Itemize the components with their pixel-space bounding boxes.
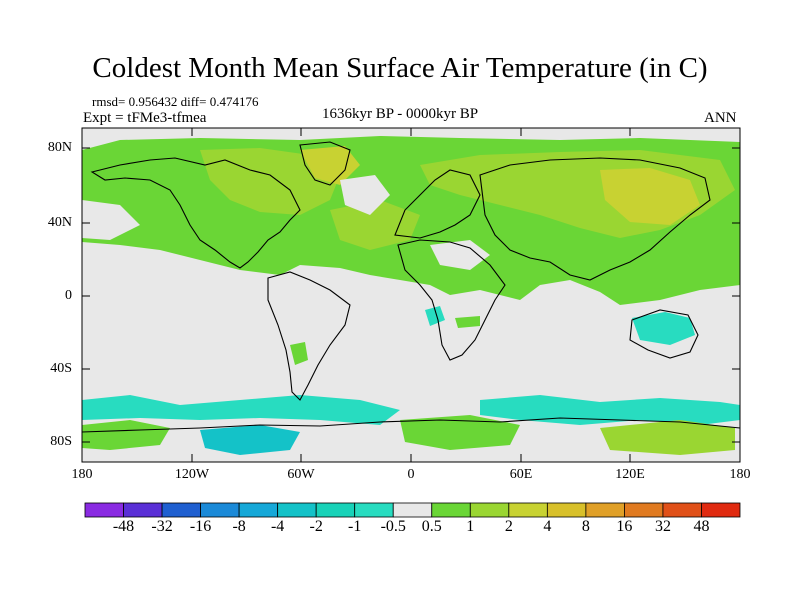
colorbar-swatch bbox=[354, 502, 394, 518]
lat-label-80n: 80N bbox=[47, 140, 72, 155]
colorbar-label: -0.5 bbox=[380, 518, 406, 535]
coastline-asia bbox=[479, 157, 711, 281]
lat-label-80s: 80S bbox=[50, 434, 72, 449]
coastline-australia bbox=[629, 309, 699, 359]
coastline-europe bbox=[394, 169, 481, 239]
colorbar bbox=[84, 502, 741, 518]
lon-label-0: 0 bbox=[407, 467, 415, 482]
season-label: ANN bbox=[704, 110, 737, 126]
lon-label-60e: 60E bbox=[509, 467, 533, 482]
colorbar-label: -2 bbox=[309, 518, 323, 535]
neutral-patch-africa bbox=[430, 240, 490, 270]
colorbar-label: 0.5 bbox=[421, 518, 442, 535]
experiment-label: Expt = tFMe3-tfmea bbox=[83, 110, 207, 126]
colorbar-label: -4 bbox=[270, 518, 285, 535]
period-label: 1636kyr BP - 0000kyr BP bbox=[322, 106, 479, 122]
colorbar-swatch bbox=[277, 502, 317, 518]
colorbar-swatch bbox=[585, 502, 625, 518]
colorbar-label: 32 bbox=[654, 518, 671, 535]
colorbar-swatch bbox=[624, 502, 664, 518]
lon-label-180w: 180 bbox=[71, 467, 93, 482]
warm-patch-south-1 bbox=[82, 420, 170, 450]
map-title: Coldest Month Mean Surface Air Temperatu… bbox=[92, 52, 708, 84]
lat-label-0: 0 bbox=[65, 288, 72, 303]
warm-patch-atlantic bbox=[330, 200, 420, 250]
colorbar-label: -32 bbox=[151, 518, 173, 535]
warm-patch-arctic bbox=[300, 146, 360, 185]
colorbar-label: 1 bbox=[466, 518, 475, 535]
colorbar-swatch bbox=[546, 502, 587, 518]
lon-label-180e: 180 bbox=[729, 467, 751, 482]
colorbar-swatch bbox=[469, 502, 510, 518]
lat-label-40n: 40N bbox=[47, 215, 72, 230]
colorbar-swatch bbox=[315, 502, 356, 518]
coastline-africa bbox=[397, 239, 506, 361]
warm-patch-asia-east bbox=[600, 168, 700, 225]
colorbar-swatch bbox=[701, 502, 741, 518]
colorbar-swatch bbox=[662, 502, 702, 518]
cool-patch-southern-ocean bbox=[82, 395, 400, 425]
warm-patch-south-america bbox=[290, 342, 308, 365]
lon-label-120w: 120W bbox=[174, 467, 210, 482]
warm-patch-south-3 bbox=[600, 420, 735, 455]
coastline-antarctica bbox=[81, 417, 741, 433]
lat-label-40s: 40S bbox=[50, 361, 72, 376]
colorbar-label: 48 bbox=[693, 518, 710, 535]
coastline-north-america bbox=[90, 157, 301, 269]
colorbar-label: 8 bbox=[581, 518, 590, 535]
warm-patch-south-2 bbox=[400, 415, 520, 450]
coastline-south-america bbox=[267, 271, 351, 401]
neutral-patch-pacific bbox=[82, 200, 140, 240]
colorbar-label: -48 bbox=[112, 518, 135, 535]
colorbar-label: -16 bbox=[189, 518, 212, 535]
lon-label-60w: 60W bbox=[287, 467, 315, 482]
colorbar-label: 2 bbox=[504, 518, 513, 535]
map-panel bbox=[81, 127, 741, 463]
colorbar-swatch bbox=[508, 502, 548, 518]
lon-label-120e: 120E bbox=[615, 467, 645, 482]
colorbar-swatch bbox=[431, 502, 471, 518]
neutral-patch-north bbox=[340, 175, 390, 215]
cool-patch-australia bbox=[632, 312, 695, 345]
colorbar-swatch bbox=[123, 502, 163, 518]
colorbar-swatch bbox=[84, 502, 124, 518]
warm-patch-south-atl bbox=[455, 316, 480, 328]
cool-patch-southern-ocean-east bbox=[480, 395, 740, 425]
colorbar-swatch bbox=[161, 502, 201, 518]
colorbar-label: 4 bbox=[543, 518, 552, 535]
stats-label: rmsd= 0.956432 diff= 0.474176 bbox=[92, 94, 259, 109]
tick-marks bbox=[82, 128, 740, 462]
colorbar-swatch bbox=[392, 502, 433, 518]
cool-patch-antarctica bbox=[200, 425, 300, 455]
colorbar-label: -8 bbox=[232, 518, 246, 535]
colorbar-label: -1 bbox=[348, 518, 362, 535]
coastlines bbox=[81, 141, 741, 433]
cool-patch-south-atlantic bbox=[425, 306, 445, 326]
coastline-greenland bbox=[299, 141, 351, 186]
colorbar-swatch bbox=[200, 502, 240, 518]
colorbar-label: 16 bbox=[616, 518, 633, 535]
colorbar-swatch bbox=[238, 502, 279, 518]
